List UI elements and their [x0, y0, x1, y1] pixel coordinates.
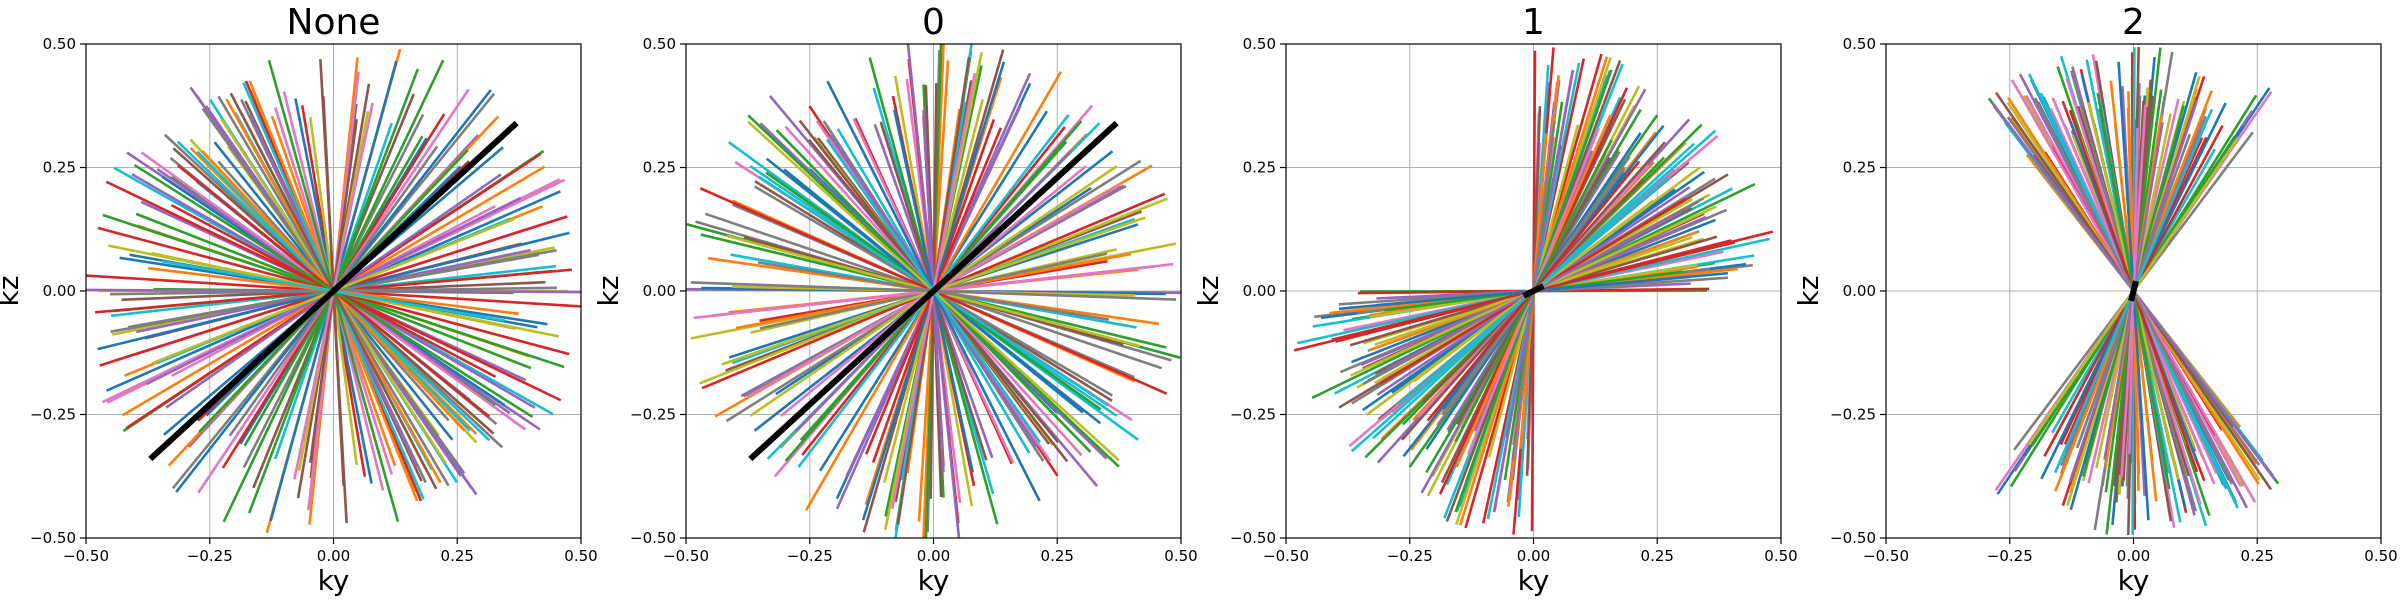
spokes [1987, 47, 2280, 535]
highlight-spoke [1522, 283, 1545, 299]
plot-frame [685, 43, 1182, 539]
panel-0: −0.50−0.50 −0.25 −0.25 0.00 0.00 0.25 0.25 0.50… [592, 2, 1198, 597]
y-axis-label: kz [1792, 276, 1825, 307]
y-tick-label: 0.25 [1243, 159, 1276, 177]
y-tick-label: −0.50 [30, 529, 76, 547]
x-tick-label: 0.00 [1517, 547, 1550, 565]
x-axis-label: ky [318, 564, 350, 597]
panel-none: −0.50−0.50 −0.25 −0.25 0.00 0.00 0.25 0.25 0.50… [0, 2, 598, 597]
y-axis-label: kz [592, 276, 625, 307]
panel-1: −0.50−0.50 −0.25 −0.25 0.00 0.00 0.25 0.25 0.50… [1192, 2, 1798, 597]
x-tick-label: −0.50 [63, 547, 109, 565]
y-tick-label: −0.25 [1230, 406, 1276, 424]
y-tick-label: 0.00 [643, 282, 676, 300]
x-tick-label: −0.25 [187, 547, 233, 565]
y-tick-label: −0.50 [1830, 529, 1876, 547]
panel-title: None [287, 2, 381, 43]
highlight-spoke [748, 120, 1119, 462]
y-tick-label: −0.25 [1830, 406, 1876, 424]
panel-title: 0 [922, 2, 945, 43]
y-tick-label: −0.25 [630, 406, 676, 424]
x-axis-label: ky [2118, 564, 2150, 597]
y-tick-label: 0.50 [1843, 35, 1876, 53]
panel-2: −0.50−0.50 −0.25 −0.25 0.00 0.00 0.25 0.25 0.50… [1792, 2, 2398, 597]
y-tick-label: 0.00 [43, 282, 76, 300]
y-tick-label: 0.50 [43, 35, 76, 53]
x-axis-label: ky [918, 564, 950, 597]
x-tick-label: 0.50 [564, 547, 597, 565]
x-tick-label: 0.25 [2241, 547, 2274, 565]
y-tick-label: 0.25 [43, 159, 76, 177]
x-tick-label: −0.25 [1987, 547, 2033, 565]
panel-title: 2 [2122, 2, 2145, 43]
y-tick-label: 0.25 [643, 159, 676, 177]
y-tick-label: 0.50 [1243, 35, 1276, 53]
x-tick-label: −0.50 [663, 547, 709, 565]
plot-frame [85, 43, 582, 539]
x-tick-label: 0.25 [1041, 547, 1074, 565]
x-tick-label: 0.25 [1641, 547, 1674, 565]
x-tick-label: −0.50 [1263, 547, 1309, 565]
y-tick-label: 0.50 [643, 35, 676, 53]
x-tick-label: 0.00 [2117, 547, 2150, 565]
spokes [686, 44, 1181, 538]
highlight-spoke [148, 120, 519, 462]
y-tick-label: 0.00 [1243, 282, 1276, 300]
plot-frame [1285, 43, 1782, 539]
x-tick-label: −0.50 [1863, 547, 1909, 565]
panel-title: 1 [1522, 2, 1545, 43]
plot-frame [1885, 43, 2382, 539]
highlight-spoke [2128, 280, 2139, 302]
x-tick-label: 0.50 [1764, 547, 1797, 565]
x-tick-label: 0.50 [2364, 547, 2397, 565]
x-tick-label: 0.00 [917, 547, 950, 565]
y-axis-label: kz [1192, 276, 1225, 307]
x-tick-label: 0.00 [317, 547, 350, 565]
y-tick-label: 0.25 [1843, 159, 1876, 177]
x-axis-label: ky [1518, 564, 1550, 597]
y-tick-label: −0.50 [630, 529, 676, 547]
y-tick-label: −0.25 [30, 406, 76, 424]
x-tick-label: 0.25 [441, 547, 474, 565]
y-tick-label: 0.00 [1843, 282, 1876, 300]
spokes [86, 48, 581, 534]
x-tick-label: −0.25 [1387, 547, 1433, 565]
spokes [1293, 47, 1774, 535]
x-tick-label: −0.25 [787, 547, 833, 565]
y-axis-label: kz [0, 276, 25, 307]
x-tick-label: 0.50 [1164, 547, 1197, 565]
y-tick-label: −0.50 [1230, 529, 1276, 547]
